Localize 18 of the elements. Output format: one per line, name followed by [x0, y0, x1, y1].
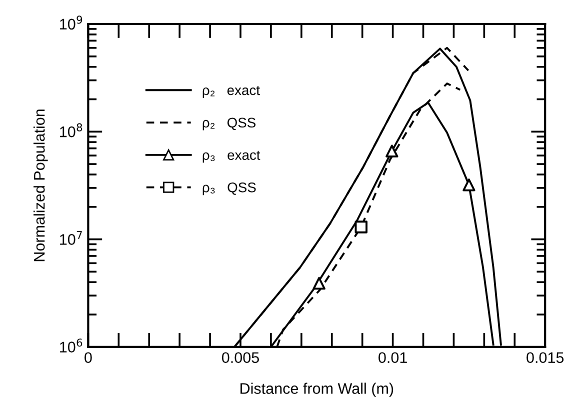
x-tick-label: 0: [84, 352, 92, 364]
y-tick-label: 10$^{8}$: [60, 123, 82, 138]
x-tick-label: 0.005: [222, 352, 259, 364]
y-axis-title: Normalized Population: [34, 110, 48, 262]
point: [462, 178, 476, 192]
x-axis-title: Distance from Wall (m): [240, 382, 394, 397]
legend-label: ρ₃ exact: [202, 150, 260, 163]
y-tick-label: 10$^{6}$: [60, 338, 82, 352]
legend-label: ρ₃ QSS: [202, 182, 256, 196]
point: [312, 276, 326, 290]
point: [386, 144, 398, 158]
point: [354, 220, 368, 234]
y-tick-label: 10$^{7}$: [60, 231, 82, 245]
legend-label: ρ₂ exact: [202, 86, 260, 98]
x-tick-label: 0.01: [378, 352, 407, 364]
x-tick-label: 0.015: [526, 352, 564, 364]
legend-label: ρ₂ QSS: [202, 118, 256, 130]
y-tick-label: 10$^{9}$: [60, 16, 82, 30]
